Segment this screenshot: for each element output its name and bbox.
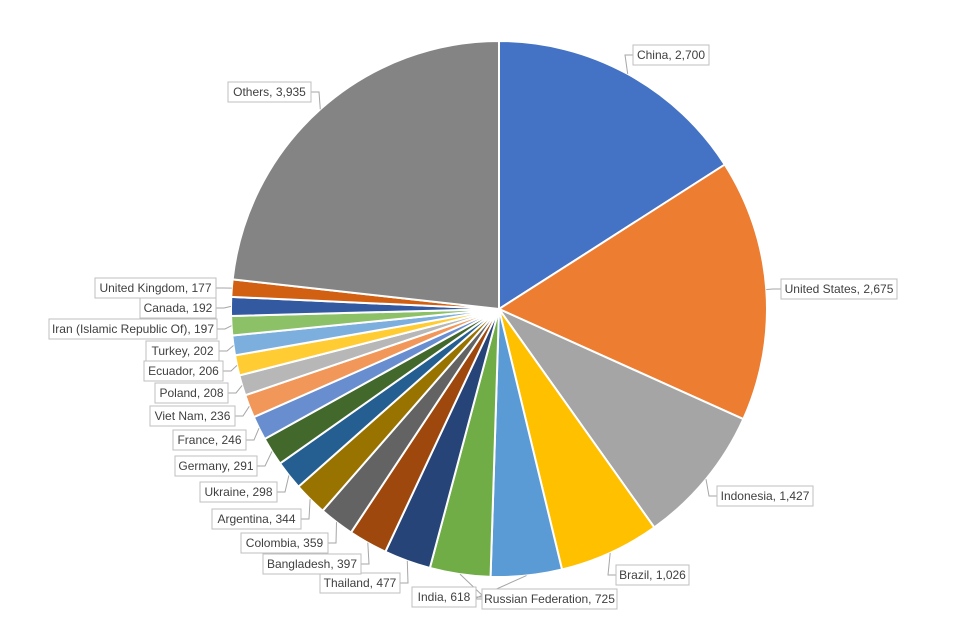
- data-label-indonesia: Indonesia, 1,427: [716, 485, 814, 507]
- leader-line-bangladesh: [361, 542, 370, 565]
- data-label-text: United States, 2,675: [785, 282, 894, 296]
- data-label-box: [615, 564, 690, 586]
- data-label-text: Iran (Islamic Republic Of), 197: [52, 322, 214, 336]
- data-label-text: Viet Nam, 236: [155, 409, 231, 423]
- data-label-text: Thailand, 477: [324, 576, 397, 590]
- pie-slice-united-states: [496, 163, 768, 421]
- data-label-box: [172, 429, 247, 451]
- data-label-turkey: Turkey, 202: [145, 340, 220, 362]
- data-label-box: [211, 508, 302, 530]
- data-label-box: [199, 481, 278, 503]
- leader-line-indonesia: [705, 479, 717, 497]
- data-label-text: Indonesia, 1,427: [721, 489, 810, 503]
- data-label-colombia: Colombia, 359: [240, 532, 329, 554]
- leader-line-colombia: [328, 522, 337, 544]
- data-label-text: Ukraine, 298: [204, 485, 272, 499]
- data-label-text: United Kingdom, 177: [99, 281, 211, 295]
- data-label-text: India, 618: [418, 590, 471, 604]
- data-label-box: [240, 532, 329, 554]
- data-labels-layer: China, 2,700 United States, 2,675 Indonesi…: [48, 44, 898, 610]
- data-label-india: India, 618: [411, 586, 477, 608]
- data-label-thailand: Thailand, 477: [319, 572, 401, 594]
- leader-line-others: [311, 91, 321, 110]
- pie-slice-others: [231, 39, 500, 311]
- leader-line-iran-islamic-republic-of: [217, 325, 232, 330]
- data-label-text: Germany, 291: [178, 459, 253, 473]
- data-label-united-kingdom: United Kingdom, 177: [94, 277, 217, 299]
- data-label-text: France, 246: [177, 433, 241, 447]
- data-label-argentina: Argentina, 344: [211, 508, 302, 530]
- data-label-poland: Poland, 208: [154, 382, 229, 404]
- data-label-box: [632, 44, 710, 66]
- data-label-box: [411, 586, 477, 608]
- data-label-united-states: United States, 2,675: [780, 278, 898, 300]
- data-label-others: Others, 3,935: [227, 81, 312, 103]
- data-label-iran-islamic-republic-of: Iran (Islamic Republic Of), 197: [48, 318, 218, 340]
- data-label-canada: Canada, 192: [139, 297, 217, 319]
- data-label-text: Poland, 208: [159, 386, 223, 400]
- data-label-text: Canada, 192: [144, 301, 213, 315]
- leader-line-canada: [216, 305, 232, 309]
- data-label-bangladesh: Bangladesh, 397: [262, 553, 362, 575]
- leader-line-poland: [228, 385, 243, 394]
- leader-line-brazil: [607, 552, 616, 576]
- data-label-text: Bangladesh, 397: [267, 557, 357, 571]
- leader-line-ecuador: [223, 365, 238, 372]
- data-label-box: [174, 455, 258, 477]
- slices-layer: [230, 39, 768, 578]
- leader-line-france: [246, 428, 260, 441]
- data-label-box: [145, 340, 220, 362]
- data-label-germany: Germany, 291: [174, 455, 258, 477]
- leader-line-viet-nam: [235, 406, 250, 417]
- data-label-box: [780, 278, 898, 300]
- data-label-ukraine: Ukraine, 298: [199, 481, 278, 503]
- data-label-china: China, 2,700: [632, 44, 710, 66]
- data-label-text: Others, 3,935: [233, 85, 306, 99]
- leader-line-argentina: [301, 499, 311, 520]
- data-label-text: Argentina, 344: [217, 512, 295, 526]
- leader-line-thailand: [400, 560, 409, 584]
- data-label-box: [154, 382, 229, 404]
- data-label-france: France, 246: [172, 429, 247, 451]
- leader-line-turkey: [219, 345, 234, 352]
- data-label-box: [94, 277, 217, 299]
- data-label-box: [48, 318, 218, 340]
- pie-slice-indonesia: [496, 306, 745, 529]
- data-label-text: Turkey, 202: [151, 344, 213, 358]
- data-label-russian-federation: Russian Federation, 725: [481, 588, 618, 610]
- data-label-box: [481, 588, 618, 610]
- data-label-box: [227, 81, 312, 103]
- data-label-text: Brazil, 1,026: [619, 568, 686, 582]
- data-label-text: China, 2,700: [637, 48, 705, 62]
- leader-line-ukraine: [277, 475, 290, 493]
- data-label-box: [716, 485, 814, 507]
- data-label-box: [262, 553, 362, 575]
- data-label-box: [149, 405, 236, 427]
- data-label-viet-nam: Viet Nam, 236: [149, 405, 236, 427]
- data-label-brazil: Brazil, 1,026: [615, 564, 690, 586]
- leader-line-united-states: [766, 288, 781, 290]
- leader-line-china: [624, 54, 633, 74]
- data-label-text: Ecuador, 206: [148, 364, 219, 378]
- pie-slice-china: [498, 39, 727, 311]
- leader-line-germany: [257, 451, 273, 467]
- data-label-ecuador: Ecuador, 206: [143, 360, 224, 382]
- data-label-text: Russian Federation, 725: [484, 592, 615, 606]
- data-label-text: Colombia, 359: [246, 536, 324, 550]
